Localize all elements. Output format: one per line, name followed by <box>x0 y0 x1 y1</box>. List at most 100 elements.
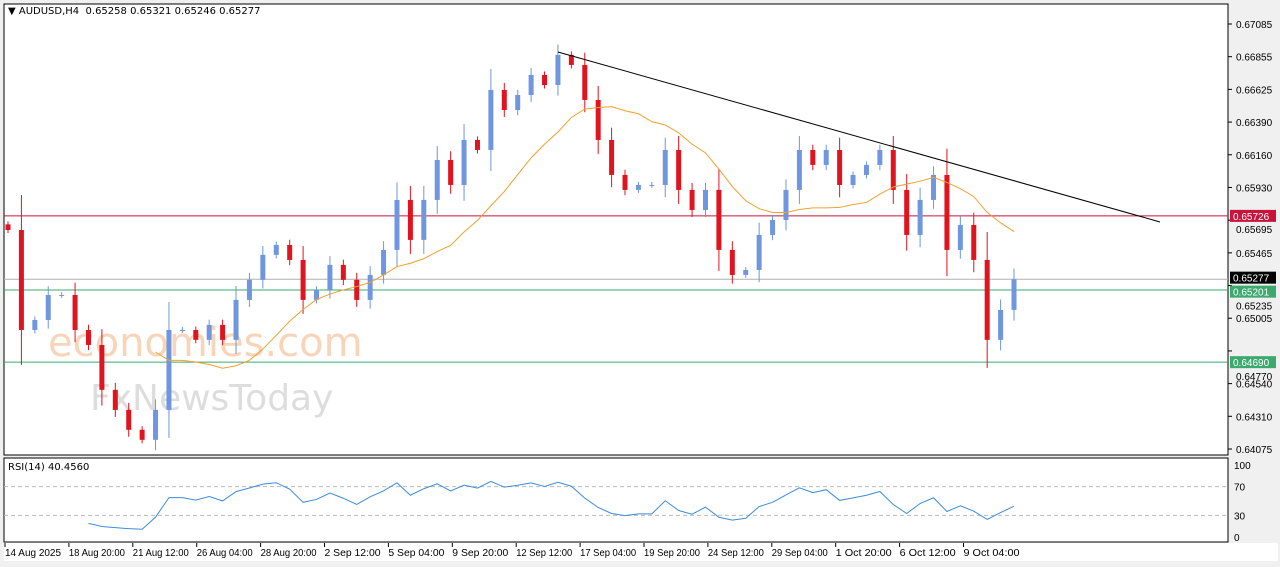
candle-bull <box>434 159 440 200</box>
trendline <box>557 51 1161 223</box>
candle-bull <box>649 184 655 186</box>
x-tick-label: 6 Oct 12:00 <box>900 548 956 559</box>
candle-bear <box>112 389 118 410</box>
time-axis <box>4 543 1278 561</box>
candle-bear <box>139 429 145 440</box>
level-tag-support <box>1230 285 1276 298</box>
candle-bear <box>676 149 682 190</box>
candle-bear <box>542 74 548 85</box>
candle-bear <box>984 259 990 340</box>
candle-bull <box>206 324 212 340</box>
candle-bull <box>32 319 38 330</box>
candle-bear <box>474 139 480 150</box>
candle-bear <box>689 189 695 210</box>
candle-bull <box>153 409 159 440</box>
candle-bull <box>931 174 937 200</box>
candle-bull <box>233 299 239 340</box>
x-tick-label: 9 Sep 20:00 <box>452 548 508 559</box>
candle-bear <box>18 230 24 330</box>
candle-bear <box>287 244 293 260</box>
candle-bear <box>448 159 454 185</box>
x-tick-label: 29 Sep 04:00 <box>772 548 828 559</box>
candle-bull <box>381 249 387 275</box>
candle-bull <box>59 294 65 296</box>
candle-bull <box>850 174 856 185</box>
candle-bear <box>595 99 601 140</box>
y-tick-label: 0.65235 <box>1236 302 1273 313</box>
collapse-arrow-icon[interactable]: ▼ <box>8 6 19 17</box>
candle-bear <box>5 224 11 231</box>
level-tag-resistance <box>1230 209 1276 222</box>
y-tick-label: 0.66855 <box>1236 53 1273 64</box>
candle-bull <box>635 184 641 190</box>
candle-bear <box>340 264 346 280</box>
candle-bull <box>998 309 1004 340</box>
candle-bull <box>367 274 373 300</box>
candle-bear <box>944 174 950 250</box>
y-tick-label: 0.64310 <box>1236 412 1273 423</box>
main-panel <box>3 3 1229 456</box>
x-tick-label: 12 Sep 12:00 <box>516 548 572 559</box>
candle-bull <box>756 234 762 270</box>
candle-bull <box>260 254 266 280</box>
candle-bull <box>515 95 521 110</box>
ohlc-values: 0.65258 0.65321 0.65246 0.65277 <box>85 6 261 17</box>
y-tick-label: 0.66160 <box>1236 151 1273 162</box>
candle-bull <box>327 264 333 290</box>
rsi-line <box>88 480 1015 530</box>
x-tick-label: 28 Aug 20:00 <box>261 548 317 559</box>
candle-bull <box>488 89 494 150</box>
x-tick-label: 21 Aug 12:00 <box>133 548 189 559</box>
y-tick-label: 0.66390 <box>1236 118 1273 129</box>
candle-bear <box>99 344 105 390</box>
candle-bear <box>904 189 910 235</box>
candle-bull <box>461 139 467 185</box>
candle-bear <box>354 279 360 300</box>
candle-bull <box>770 219 776 235</box>
candle-bull <box>783 189 789 220</box>
candle-bear <box>582 64 588 100</box>
level-tag-label: 0.64690 <box>1233 358 1270 369</box>
x-tick-label: 19 Sep 20:00 <box>644 548 700 559</box>
candle-bear <box>729 249 735 275</box>
candle-bear <box>300 259 306 300</box>
level-tag-bid <box>1230 271 1276 284</box>
x-tick-label: 9 Oct 04:00 <box>964 548 1020 559</box>
level-tag-label: 0.65726 <box>1233 212 1270 223</box>
candle-bear <box>622 174 628 190</box>
candle-bull <box>166 329 172 410</box>
y-tick-label: 0.65930 <box>1236 183 1273 194</box>
candle-bear <box>971 224 977 260</box>
candle-bear <box>72 294 78 330</box>
candle-bull <box>273 244 279 255</box>
y-tick-label: 0.64770 <box>1236 372 1273 383</box>
candle-bear <box>890 149 896 190</box>
x-tick-label: 2 Sep 12:00 <box>325 548 381 559</box>
candle-bull <box>246 279 252 300</box>
rsi-scale-label: 100 <box>1234 461 1251 472</box>
moving-average-line <box>155 106 1015 369</box>
x-tick-label: 5 Sep 04:00 <box>388 548 444 559</box>
candle-bull <box>877 149 883 165</box>
x-tick-label: 14 Aug 2025 <box>5 548 61 559</box>
x-tick-label: 1 Oct 20:00 <box>836 548 892 559</box>
candle-bear <box>609 139 615 175</box>
level-tag-label: 0.65277 <box>1233 274 1270 285</box>
watermark-economies: economies.com <box>48 320 363 366</box>
candle-bear <box>220 324 226 340</box>
y-tick-label: 0.67085 <box>1236 20 1273 31</box>
candle-bull <box>555 54 561 85</box>
chart-header: ▼ AUDUSD,H4 0.65258 0.65321 0.65246 0.65… <box>8 6 260 17</box>
y-tick-label: 0.65005 <box>1236 314 1273 325</box>
level-tag-support <box>1230 356 1276 369</box>
rsi-label: RSI(14) 40.4560 <box>8 462 90 473</box>
candle-bear <box>407 199 413 240</box>
symbol-label: AUDUSD,H4 <box>18 6 80 17</box>
candle-bull <box>421 199 427 240</box>
candle-bear <box>126 409 132 430</box>
candle-bull <box>314 289 320 300</box>
x-tick-label: 17 Sep 04:00 <box>580 548 636 559</box>
x-tick-label: 24 Sep 12:00 <box>708 548 764 559</box>
candle-bull <box>743 269 749 275</box>
